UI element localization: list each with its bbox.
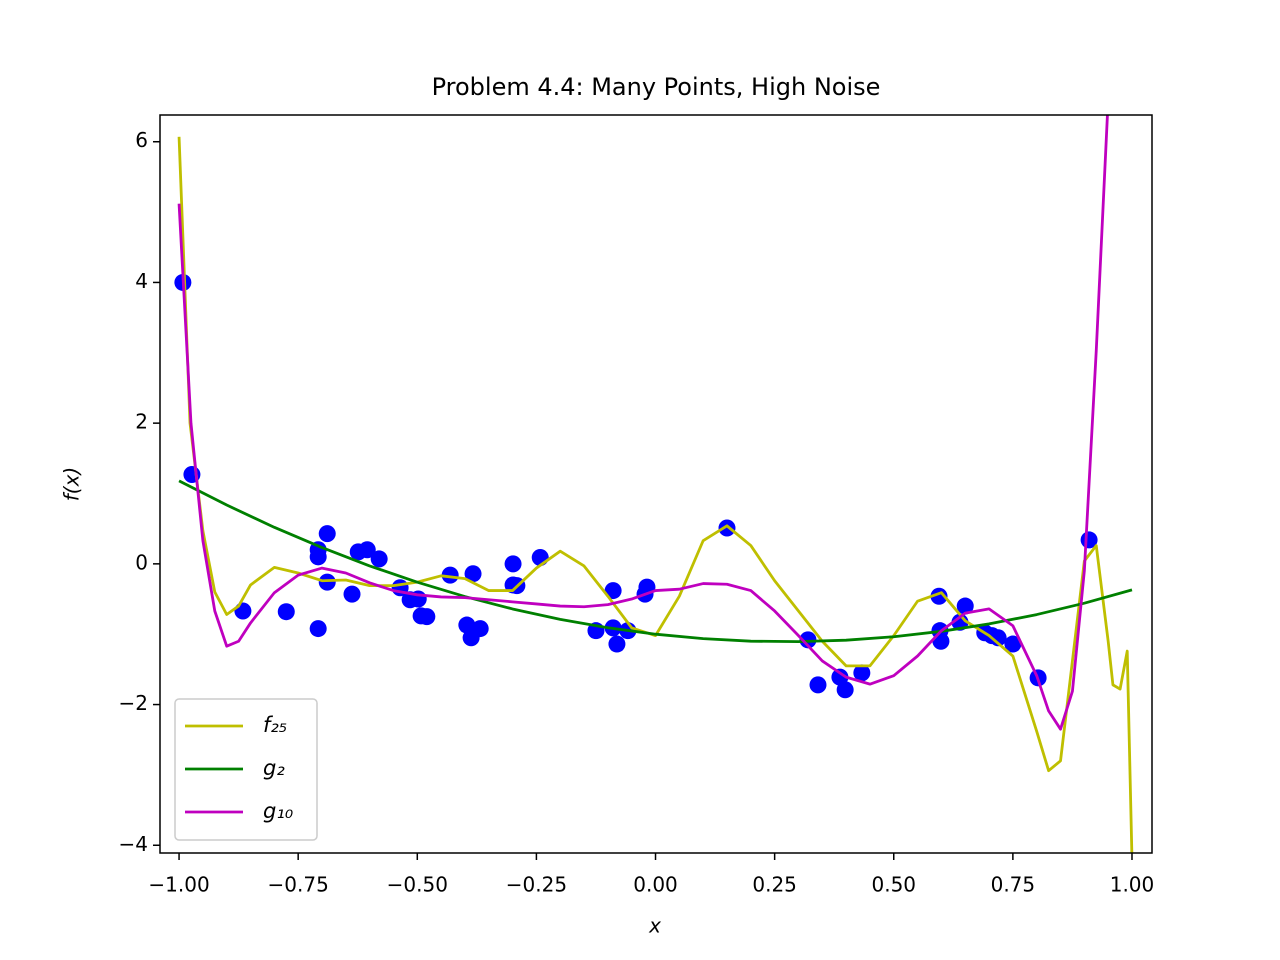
data-point bbox=[809, 676, 827, 694]
plot-area bbox=[174, 115, 1134, 853]
data-point bbox=[930, 587, 948, 605]
x-tick-label: −0.50 bbox=[387, 873, 448, 897]
x-tick-label: −0.75 bbox=[268, 873, 329, 897]
x-tick-label: 0.00 bbox=[633, 873, 678, 897]
y-tick-label: 2 bbox=[135, 410, 148, 434]
data-point bbox=[604, 582, 622, 600]
data-point bbox=[441, 566, 459, 584]
y-tick-label: −2 bbox=[119, 691, 148, 715]
data-point bbox=[309, 548, 327, 566]
data-point bbox=[464, 565, 482, 583]
y-tick-label: −4 bbox=[119, 832, 148, 856]
line-series bbox=[177, 115, 1109, 731]
data-point bbox=[318, 525, 336, 543]
x-tick-label: 0.25 bbox=[752, 873, 797, 897]
data-point bbox=[234, 602, 252, 620]
x-tick-label: −1.00 bbox=[148, 873, 209, 897]
y-tick-label: 4 bbox=[135, 269, 148, 293]
data-point bbox=[343, 585, 361, 603]
data-point bbox=[358, 541, 376, 559]
x-tick-label: −0.25 bbox=[506, 873, 567, 897]
data-point bbox=[718, 519, 736, 537]
data-point bbox=[608, 635, 626, 653]
data-point bbox=[370, 550, 388, 568]
data-point bbox=[318, 573, 336, 591]
legend-box bbox=[174, 698, 318, 841]
data-point bbox=[504, 555, 522, 573]
line-series bbox=[178, 479, 1133, 644]
x-tick-label: 1.00 bbox=[1110, 873, 1155, 897]
data-point bbox=[277, 603, 295, 621]
data-point bbox=[836, 681, 854, 699]
data-point bbox=[799, 631, 817, 649]
data-point bbox=[1004, 635, 1022, 653]
legend: f₂₅ g₂ g₁₀ bbox=[174, 698, 318, 841]
legend-label: g₁₀ bbox=[263, 799, 294, 823]
data-point bbox=[418, 608, 436, 626]
y-tick-label: 6 bbox=[135, 128, 148, 152]
y-axis-label: f(x) bbox=[60, 467, 84, 501]
x-axis-label: x bbox=[648, 914, 661, 938]
data-point bbox=[956, 597, 974, 615]
x-tick-label: 0.50 bbox=[871, 873, 916, 897]
data-point bbox=[471, 620, 489, 638]
legend-label: g₂ bbox=[263, 756, 285, 780]
y-tick-label: 0 bbox=[135, 550, 148, 574]
data-point bbox=[309, 620, 327, 638]
data-point bbox=[853, 664, 871, 682]
chart-title: Problem 4.4: Many Points, High Noise bbox=[432, 73, 881, 101]
data-point bbox=[989, 629, 1007, 647]
x-tick-label: 0.75 bbox=[991, 873, 1036, 897]
data-point bbox=[531, 549, 549, 567]
data-point bbox=[932, 632, 950, 650]
legend-label: f₂₅ bbox=[263, 713, 287, 737]
